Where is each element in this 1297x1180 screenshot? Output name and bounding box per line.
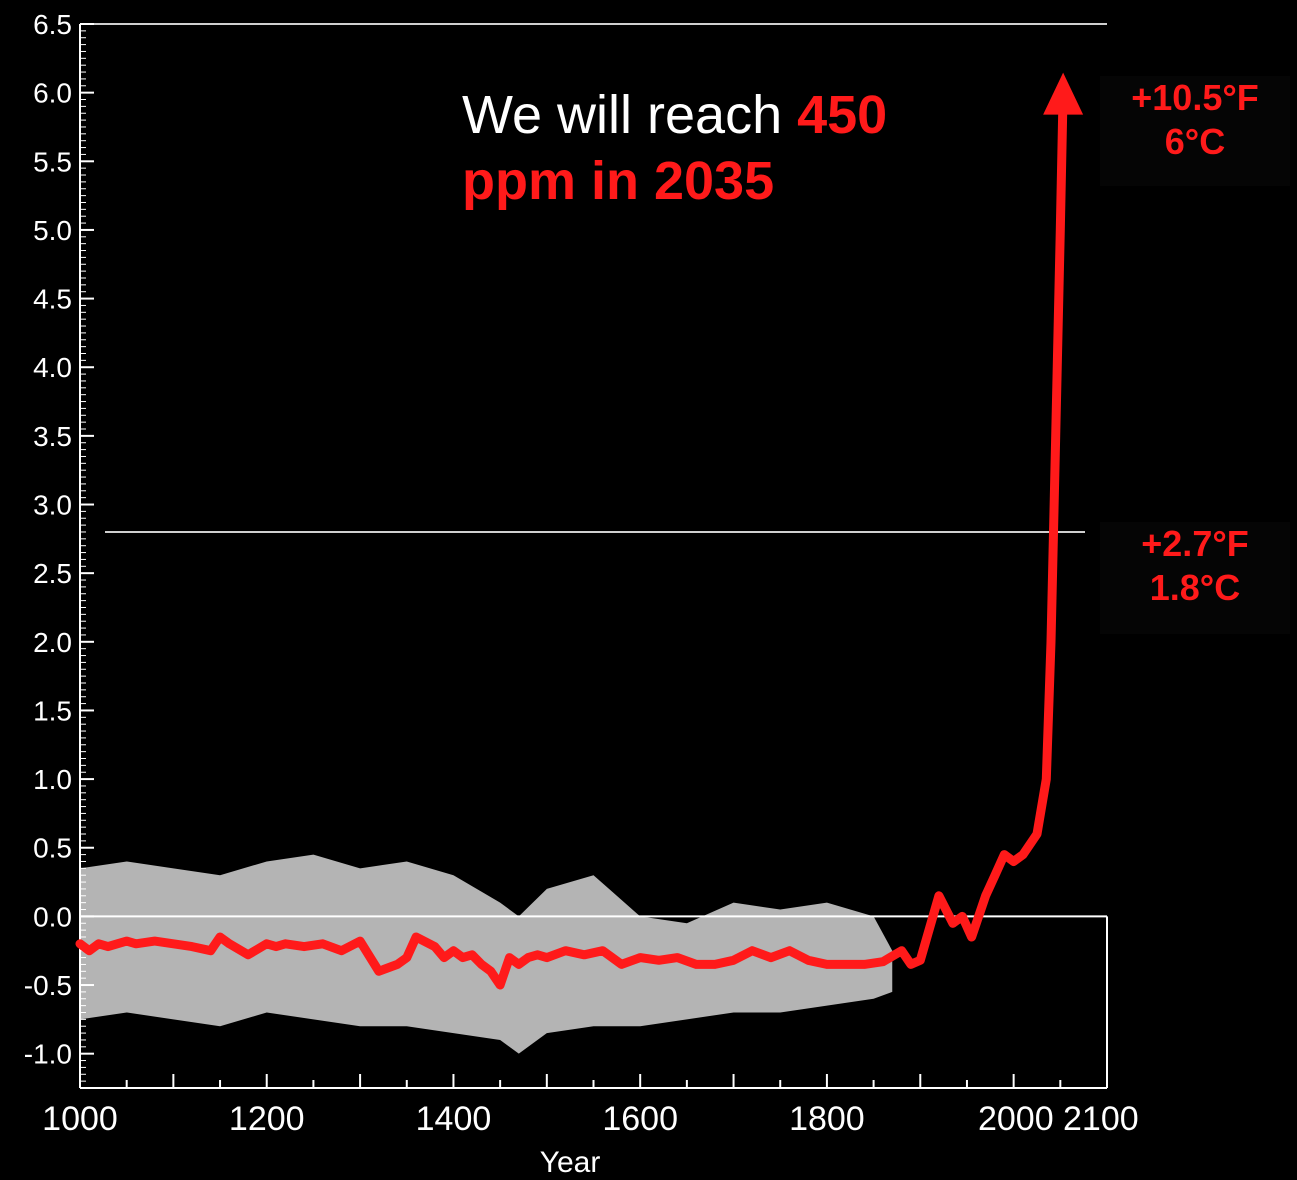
y-tick-label: 5.0 (33, 215, 72, 246)
marker-mid-celsius: 1.8°C (1149, 567, 1241, 608)
x-tick-label: 2000 (978, 1100, 1054, 1138)
y-tick-label: 3.0 (33, 490, 72, 521)
y-tick-label: 3.5 (33, 421, 72, 452)
y-tick-label: 2.5 (33, 558, 72, 589)
y-tick-label: 1.0 (33, 764, 72, 795)
marker-top-fahrenheit: +10.5°F (1131, 77, 1259, 118)
projection-line (75, 88, 1068, 990)
y-tick-label: -1.0 (24, 1039, 72, 1070)
marker-top-label: +10.5°F 6°C (1100, 76, 1290, 186)
uncertainty-band-area (80, 854, 893, 1054)
y-tick-label: 4.5 (33, 284, 72, 315)
x-tick-label: 1800 (789, 1100, 865, 1138)
headline-highlight-b: ppm in 2035 (462, 151, 775, 211)
y-tick-label: 5.5 (33, 146, 72, 177)
y-tick-label: 2.0 (33, 627, 72, 658)
headline-text: We will reach 450 ppm in 2035 (462, 82, 1022, 214)
x-tick-label: 1000 (42, 1100, 118, 1138)
headline-prefix: We will reach (462, 85, 798, 145)
y-tick-label: 6.5 (33, 9, 72, 40)
y-tick-label: 0.5 (33, 833, 72, 864)
headline-highlight-a: 450 (797, 85, 888, 145)
uncertainty-band (80, 854, 893, 1054)
marker-mid-fahrenheit: +2.7°F (1141, 523, 1249, 564)
y-tick-label: 1.5 (33, 695, 72, 726)
y-tick-label: 4.0 (33, 352, 72, 383)
projection-arrow-head (1043, 72, 1084, 115)
marker-mid-label: +2.7°F 1.8°C (1100, 522, 1290, 634)
y-tick-label: 6.0 (33, 78, 72, 109)
x-tick-label: 1600 (602, 1100, 678, 1138)
y-tick-label: 0.0 (33, 901, 72, 932)
x-tick-label: 1200 (229, 1100, 305, 1138)
y-tick-label: -0.5 (24, 970, 72, 1001)
axes: 6.5 6.0 5.5 5.0 4.5 4.0 3.5 3.0 2.5 2.0 1.5 1.0 0.5 0… (24, 9, 1139, 1138)
x-axis-title: Year (540, 1146, 601, 1179)
marker-top-celsius: 6°C (1164, 121, 1226, 162)
x-tick-label: 2100 (1063, 1100, 1139, 1138)
x-tick-label: 1400 (416, 1100, 492, 1138)
projection-series (75, 72, 1084, 990)
